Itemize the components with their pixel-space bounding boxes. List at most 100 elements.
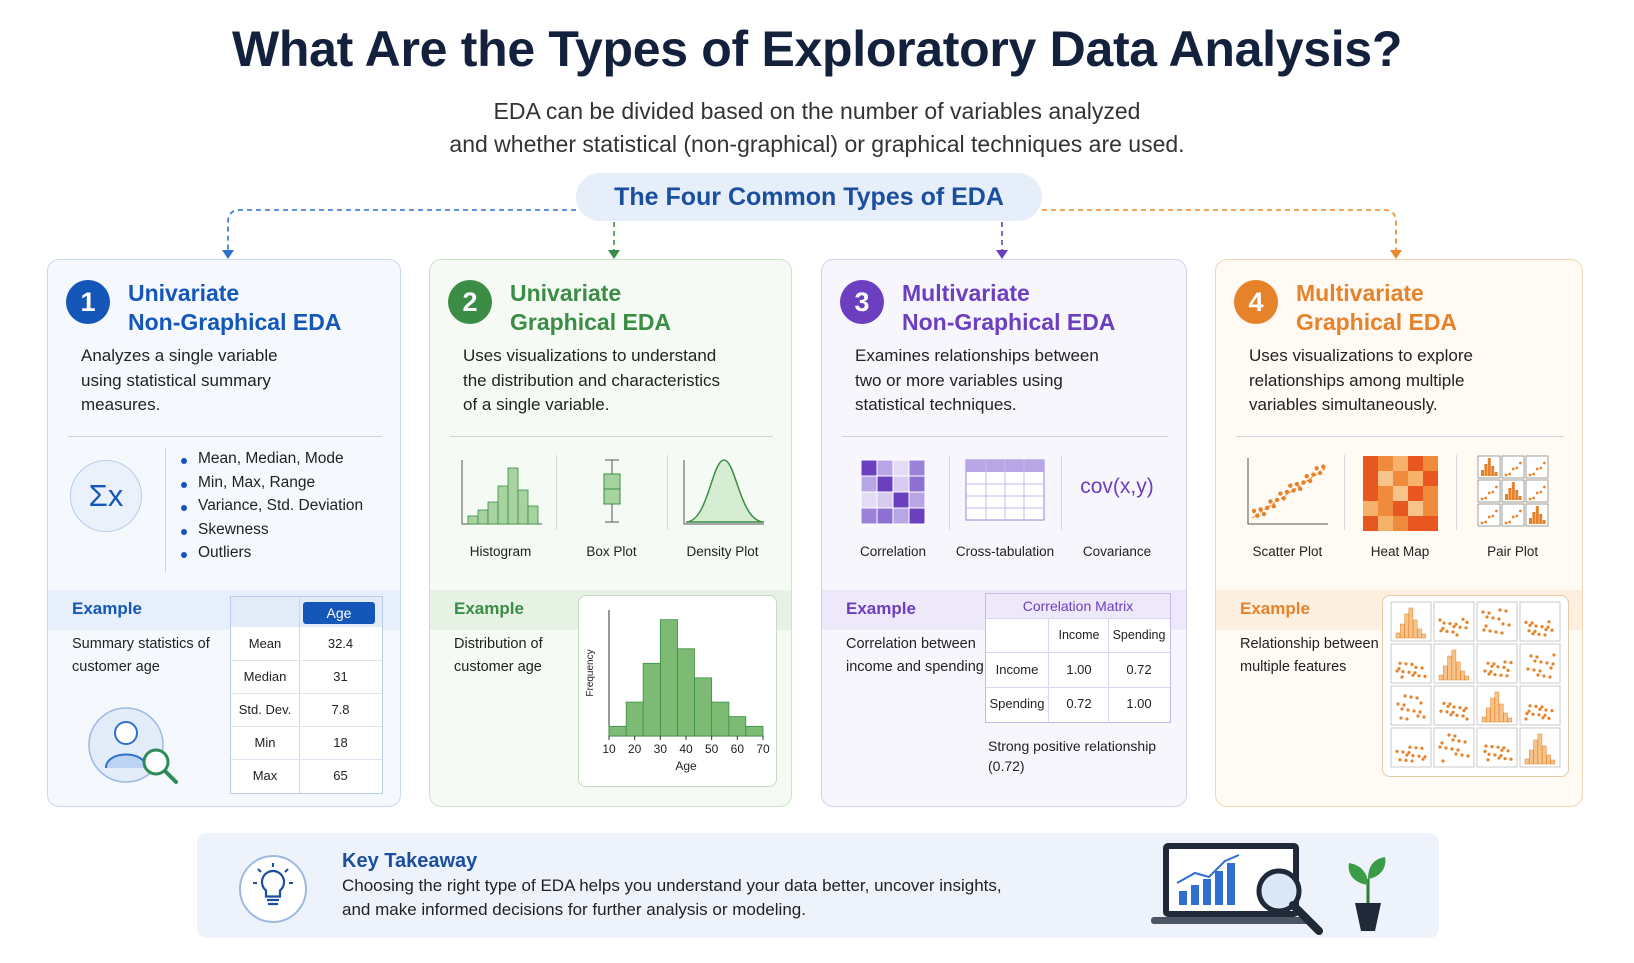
pair-dot — [1445, 710, 1449, 714]
icon-cell — [1363, 456, 1378, 471]
pair-dot — [1461, 617, 1465, 621]
pair-dot — [1420, 666, 1424, 670]
icon-cell — [860, 491, 878, 509]
pair-dot — [1444, 746, 1448, 750]
table-cell: Mean — [248, 636, 282, 651]
pair-dot — [1552, 653, 1556, 657]
method-icon — [683, 459, 764, 525]
person-icon — [88, 707, 178, 784]
pair-dot — [1486, 661, 1490, 665]
pair-dot — [1487, 672, 1491, 676]
card-description: using statistical summary — [81, 370, 271, 390]
pair-bar — [1447, 655, 1452, 681]
pair-bar — [1524, 758, 1530, 765]
pair-dot — [1538, 707, 1542, 711]
method-label: Density Plot — [686, 544, 759, 559]
pair-dot — [1536, 673, 1540, 677]
pair-dot — [1442, 701, 1446, 705]
pair-dot — [1485, 615, 1489, 619]
icon-cell — [860, 507, 878, 525]
icon-cell — [1408, 486, 1423, 501]
pair-dot — [1502, 746, 1506, 750]
pair-dot — [1483, 669, 1487, 673]
icon-cell — [1408, 456, 1423, 471]
icon-dot — [1539, 466, 1542, 470]
icon-cell — [1378, 486, 1393, 501]
method-icon — [965, 459, 1045, 521]
pair-dot — [1548, 675, 1552, 679]
pair-dot — [1487, 752, 1491, 756]
pair-dot — [1497, 756, 1501, 760]
pair-dot — [1417, 754, 1421, 758]
icon-cell — [892, 507, 910, 525]
pair-bar — [1533, 739, 1538, 765]
table: Age Mean 32.4 Median 31 Std. Dev. 7.8 Min 18 Max 6… — [230, 596, 383, 794]
pair-dot — [1482, 628, 1486, 632]
table: Correlation Matrix Income Spending Income 1.… — [985, 593, 1171, 723]
icon-cell — [892, 491, 910, 509]
pair-dot — [1414, 665, 1418, 669]
icon-dot — [1304, 474, 1310, 479]
example-label: Example — [1240, 599, 1310, 618]
icon-dot — [1511, 515, 1515, 519]
icon-dot — [1278, 491, 1283, 496]
pair-dot — [1410, 759, 1414, 763]
pair-dot — [1531, 632, 1535, 636]
method-label: Scatter Plot — [1252, 544, 1323, 559]
row-line — [986, 652, 1170, 653]
icon-bar — [1484, 464, 1488, 476]
pair-dot — [1445, 629, 1449, 633]
divider — [1236, 436, 1564, 437]
pair-dot — [1400, 675, 1404, 679]
pair-dot — [1504, 609, 1508, 613]
icon-cell — [876, 491, 894, 509]
pair-bar — [1481, 716, 1487, 723]
pair-dot — [1407, 670, 1411, 674]
separator — [1456, 455, 1458, 530]
icon-cell — [892, 475, 910, 493]
card-title: Graphical EDA — [1296, 309, 1458, 335]
pair-dot — [1488, 629, 1492, 633]
pair-dot — [1501, 622, 1505, 626]
pair-bar — [1503, 712, 1508, 723]
pair-dot — [1481, 610, 1485, 614]
pair-dot — [1439, 629, 1443, 633]
icon-dot — [1271, 504, 1277, 509]
icon-dot — [1483, 496, 1487, 500]
icon-cell — [1363, 486, 1378, 501]
pair-dot — [1526, 667, 1530, 671]
icon-dot — [1285, 489, 1290, 495]
icon-dot — [1542, 461, 1546, 465]
icon-dot — [1281, 496, 1287, 501]
pair-dot — [1400, 707, 1404, 711]
pair-dot — [1483, 749, 1487, 753]
pair-dot — [1461, 714, 1465, 718]
pair-dot — [1544, 708, 1548, 712]
pair-dot — [1454, 752, 1458, 756]
icon-cell — [1477, 503, 1501, 527]
example-label: Example — [454, 599, 524, 618]
pair-dot — [1446, 704, 1450, 708]
pair-dot — [1420, 746, 1424, 750]
pair-dot — [1455, 633, 1459, 637]
pair-dot — [1543, 713, 1547, 717]
card-description: the distribution and characteristics — [463, 370, 721, 390]
title: What Are the Types of Exploratory Data A… — [231, 21, 1403, 77]
icon-dot — [1518, 461, 1522, 465]
pair-dot — [1398, 661, 1402, 665]
pair-bar — [1507, 717, 1513, 723]
icon-bar — [1538, 514, 1542, 524]
pair-dot — [1458, 625, 1462, 629]
section-label: The Four Common Types of EDA — [576, 173, 1042, 221]
table-title: Correlation Matrix — [1022, 598, 1134, 614]
pair-dot — [1527, 629, 1531, 633]
pair-dot — [1493, 673, 1497, 677]
pair-dot — [1499, 673, 1503, 677]
icon-dot — [1511, 467, 1515, 471]
pair-dot — [1486, 758, 1490, 762]
histogram: 10 20 30 40 50 60 70 Age Frequency — [585, 610, 770, 773]
x-tick-label: 70 — [756, 742, 770, 756]
pair-dot — [1419, 701, 1423, 705]
pair-dot — [1402, 703, 1406, 707]
pair-dot — [1524, 717, 1528, 721]
